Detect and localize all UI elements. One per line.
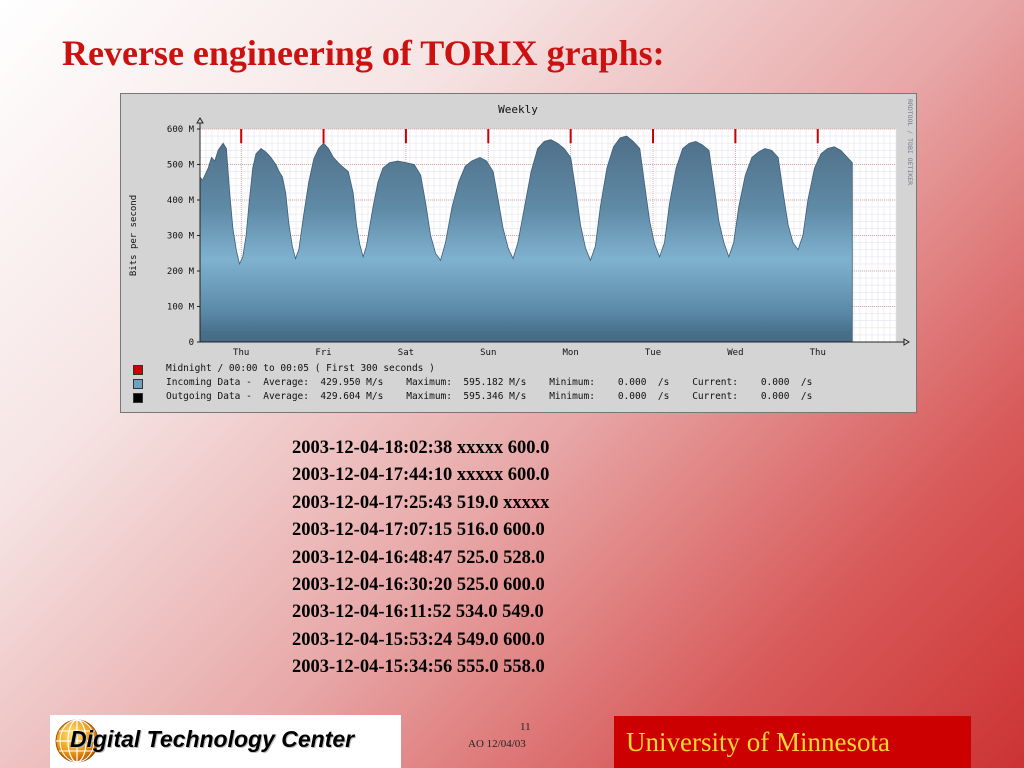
log-line: 2003-12-04-16:48:47 525.0 528.0 <box>292 547 545 568</box>
log-line: 2003-12-04-15:53:24 549.0 600.0 <box>292 629 545 650</box>
x-tick-label: Thu <box>810 348 826 358</box>
chart-legend: Midnight / 00:00 to 00:05 ( First 300 se… <box>129 362 909 404</box>
y-tick-label: 300 M <box>167 232 195 242</box>
legend-swatch <box>133 393 143 403</box>
rrdtool-credit: RRDTOOL / TOBI OETIKER <box>906 99 914 186</box>
x-tick-label: Sun <box>480 348 496 358</box>
y-tick-label: 400 M <box>167 196 195 206</box>
dtc-logo: Digital Technology Center <box>50 715 401 768</box>
page-number: 11 <box>520 721 531 733</box>
chart-svg: 0 100 M 200 M 300 M 400 M 500 M 600 M Thu Fri Sat… <box>129 103 910 358</box>
legend-label: Midnight / 00:00 to 00:05 ( First 300 se… <box>166 363 435 374</box>
log-line: 2003-12-04-17:25:43 519.0 xxxxx <box>292 492 550 513</box>
y-tick-label: 500 M <box>167 161 195 171</box>
legend-entry: Outgoing Data - Average: 429.604 M/s Max… <box>129 390 909 404</box>
x-tick-label: Fri <box>315 348 331 358</box>
log-line: 2003-12-04-16:11:52 534.0 549.0 <box>292 602 544 623</box>
x-tick-label: Tue <box>645 348 661 358</box>
x-axis-arrow <box>903 338 910 346</box>
slide-title: Reverse engineering of TORIX graphs: <box>62 33 665 73</box>
y-axis-arrow <box>196 117 204 124</box>
x-tick-label: Thu <box>233 348 249 358</box>
y-tick-label: 0 <box>189 338 194 348</box>
weekly-traffic-graph: 0 100 M 200 M 300 M 400 M 500 M 600 M Thu Fri Sat… <box>120 93 917 413</box>
legend-label: Incoming Data - Average: 429.950 M/s Max… <box>166 377 813 388</box>
y-tick-label: 200 M <box>167 267 195 277</box>
legend-entry: Incoming Data - Average: 429.950 M/s Max… <box>129 376 909 390</box>
legend-swatch <box>133 365 143 375</box>
outgoing-data-band <box>200 331 853 342</box>
y-tick-label: 600 M <box>167 125 195 135</box>
legend-label: Outgoing Data - Average: 429.604 M/s Max… <box>166 391 813 402</box>
log-line: 2003-12-04-15:34:56 555.0 558.0 <box>292 657 545 678</box>
x-tick-label: Sat <box>398 348 414 358</box>
footer-date: AO 12/04/03 <box>468 738 526 750</box>
globe-icon <box>55 719 99 763</box>
log-line: 2003-12-04-17:07:15 516.0 600.0 <box>292 520 545 541</box>
log-lines: 2003-12-04-18:02:38 xxxxx 600.0 2003-12-0… <box>292 435 549 682</box>
incoming-data-area <box>199 135 853 343</box>
x-tick-label: Mon <box>563 348 579 358</box>
university-name: University of Minnesota <box>626 727 890 757</box>
chart-title: Weekly <box>498 103 538 116</box>
y-tick-label: 100 M <box>167 303 195 313</box>
legend-entry: Midnight / 00:00 to 00:05 ( First 300 se… <box>129 362 909 376</box>
log-line: 2003-12-04-18:02:38 xxxxx 600.0 <box>292 438 550 458</box>
log-line: 2003-12-04-16:30:20 525.0 600.0 <box>292 575 545 596</box>
y-axis-label: Bits per second <box>129 195 139 276</box>
legend-swatch <box>133 379 143 389</box>
x-tick-label: Wed <box>727 348 743 358</box>
log-line: 2003-12-04-17:44:10 xxxxx 600.0 <box>292 465 550 486</box>
university-banner: University of Minnesota <box>614 716 971 768</box>
dtc-logo-text: Digital Technology Center <box>70 726 355 752</box>
